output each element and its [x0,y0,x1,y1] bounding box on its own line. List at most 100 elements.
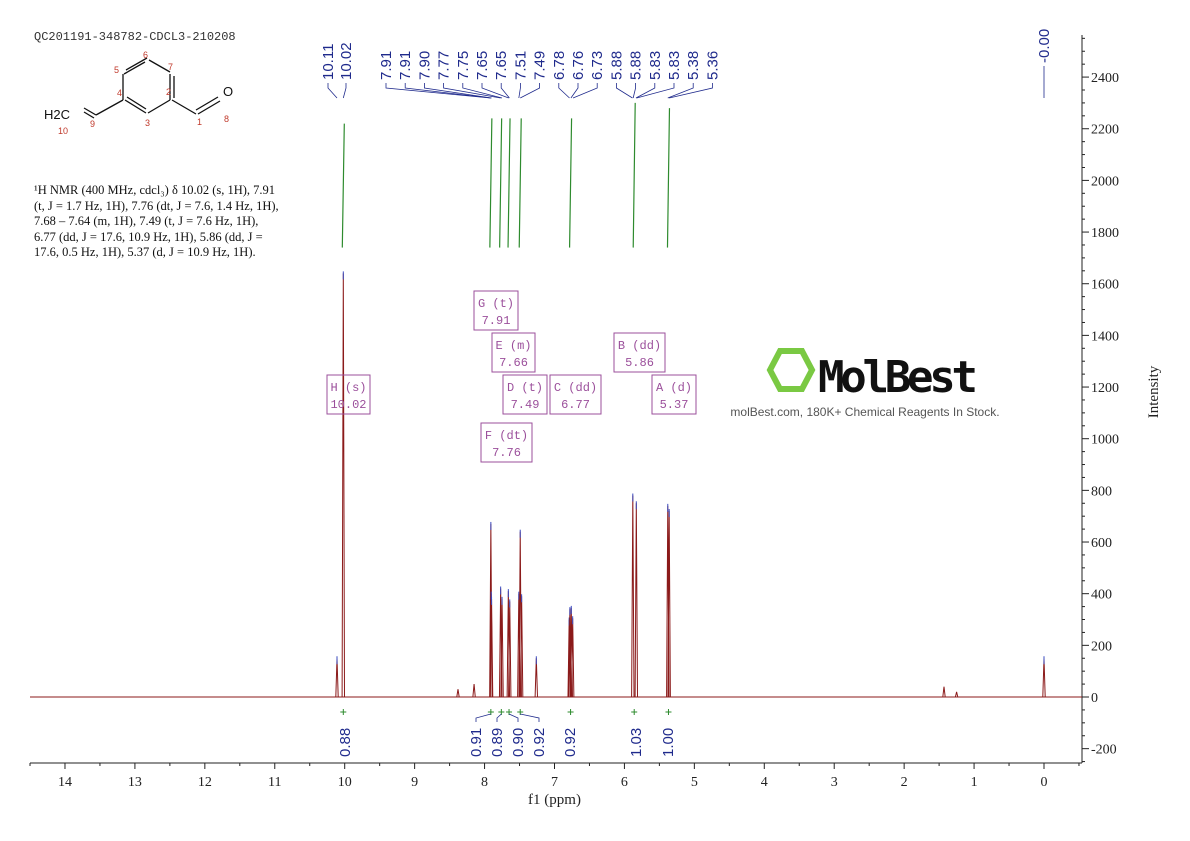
multiplet-id: A (d) [656,381,692,395]
atom-number: 7 [168,62,173,72]
sample-id: QC201191-348782-CDCL3-210208 [34,30,236,44]
peak-label-leader [616,83,633,99]
integral-value: 0.90 [510,728,527,757]
y-tick-label: -200 [1091,743,1117,758]
x-tick-label: 5 [691,775,698,790]
group-label: H2C [44,107,70,122]
integral-value: 1.03 [628,728,645,757]
atom-number: 9 [90,119,95,129]
integral-bracket [487,709,494,715]
multiplet-box [473,290,519,331]
peak-label: 7.49 [532,51,549,80]
integral-bracket [665,709,672,715]
multiplet-id: D (t) [507,381,543,395]
multiplet-shift: 10.02 [330,398,366,412]
integral-bracket [567,709,574,715]
peak-label: 5.36 [704,51,721,80]
y-tick-label: 400 [1091,588,1112,603]
watermark-hexagon [766,348,816,392]
spectrum-peak [341,273,346,698]
y-tick-label: 1000 [1091,433,1119,448]
peak-label: 6.76 [570,51,587,80]
multiplet-shift: 5.37 [660,398,689,412]
x-tick-label: 10 [338,775,352,790]
x-tick-label: 0 [1041,775,1048,790]
multiplet-shift: 7.76 [492,446,521,460]
x-axis-label: f1 (ppm) [528,792,581,808]
peak-label-leader [518,83,521,99]
y-tick-label: 0 [1091,691,1098,706]
peak-label-leader [385,83,491,99]
multiplet-shift: 7.91 [482,314,511,328]
y-tick-label: 2200 [1091,123,1119,138]
integral-bracket [506,709,513,715]
integral-value: 0.89 [489,728,506,757]
watermark-text: MolBest [818,352,978,403]
peak-label: -0.00 [1036,29,1053,63]
y-tick-label: 2400 [1091,71,1119,86]
x-tick-label: 2 [901,775,908,790]
peak-label: 10.02 [338,42,355,80]
integral-value: 0.92 [562,728,579,757]
watermark-tagline: molBest.com, 180K+ Chemical Reagents In … [730,405,999,419]
peak-label-leader [462,83,503,99]
integral-bracket [631,709,638,715]
multiplet-shift: 5.86 [625,356,654,370]
x-tick-label: 4 [761,775,768,790]
multiplet-shift: 6.77 [561,398,590,412]
y-tick-label: 200 [1091,639,1112,654]
integral-curve [489,118,493,248]
multiplet-box [480,422,533,463]
peak-label-leader [667,83,694,99]
integral-value: 0.88 [337,728,354,757]
integral-bracket [517,709,524,715]
x-tick-label: 3 [831,775,838,790]
integral-leader [508,713,519,722]
peak-label: 5.38 [685,51,702,80]
x-tick-label: 6 [621,775,628,790]
peak-label: 7.91 [378,51,395,80]
x-tick-label: 12 [198,775,212,790]
multiplet-id: F (dt) [485,429,528,443]
peak-label-leader [570,83,579,99]
integral-curve [632,102,636,248]
atom-number: 8 [224,114,229,124]
peak-label: 7.90 [416,51,433,80]
peak-label: 5.83 [647,51,664,80]
peak-label: 5.88 [628,51,645,80]
multiplet-id: B (dd) [618,339,661,353]
integral-bracket [340,709,347,715]
multiplet-id: G (t) [478,297,514,311]
peak-label-leader [635,83,656,99]
spectrum-peak [954,691,959,698]
y-tick-label: 1400 [1091,329,1119,344]
integral-curve [507,118,511,248]
nmr-description: ¹H NMR (400 MHz, cdcl₃) δ 10.02 (s, 1H),… [34,183,279,259]
peak-label: 5.88 [608,51,625,80]
y-tick-label: 600 [1091,536,1112,551]
peak-label-leader [327,83,338,99]
oxygen-label: O [223,84,233,99]
peak-label: 5.83 [666,51,683,80]
peak-label-leader [342,83,347,99]
integral-curve [518,118,522,248]
atom-number: 6 [143,50,148,60]
peak-label-leader [558,83,570,99]
integral-leader [496,713,502,722]
x-tick-label: 13 [128,775,142,790]
atom-number: 1 [197,117,202,127]
peak-label: 7.65 [493,51,510,80]
peak-label: 6.73 [589,51,606,80]
y-tick-label: 800 [1091,484,1112,499]
peak-label-leader [669,83,713,99]
y-tick-label: 1600 [1091,278,1119,293]
spectrum-peak [456,689,460,698]
spectrum-peak [631,495,635,698]
peak-label: 10.11 [320,44,337,80]
multiplet-box [326,374,371,415]
atom-number: 3 [145,118,150,128]
multiplet-box [491,332,536,373]
peak-label: 7.51 [512,51,529,80]
peak-label: 7.77 [436,51,453,80]
